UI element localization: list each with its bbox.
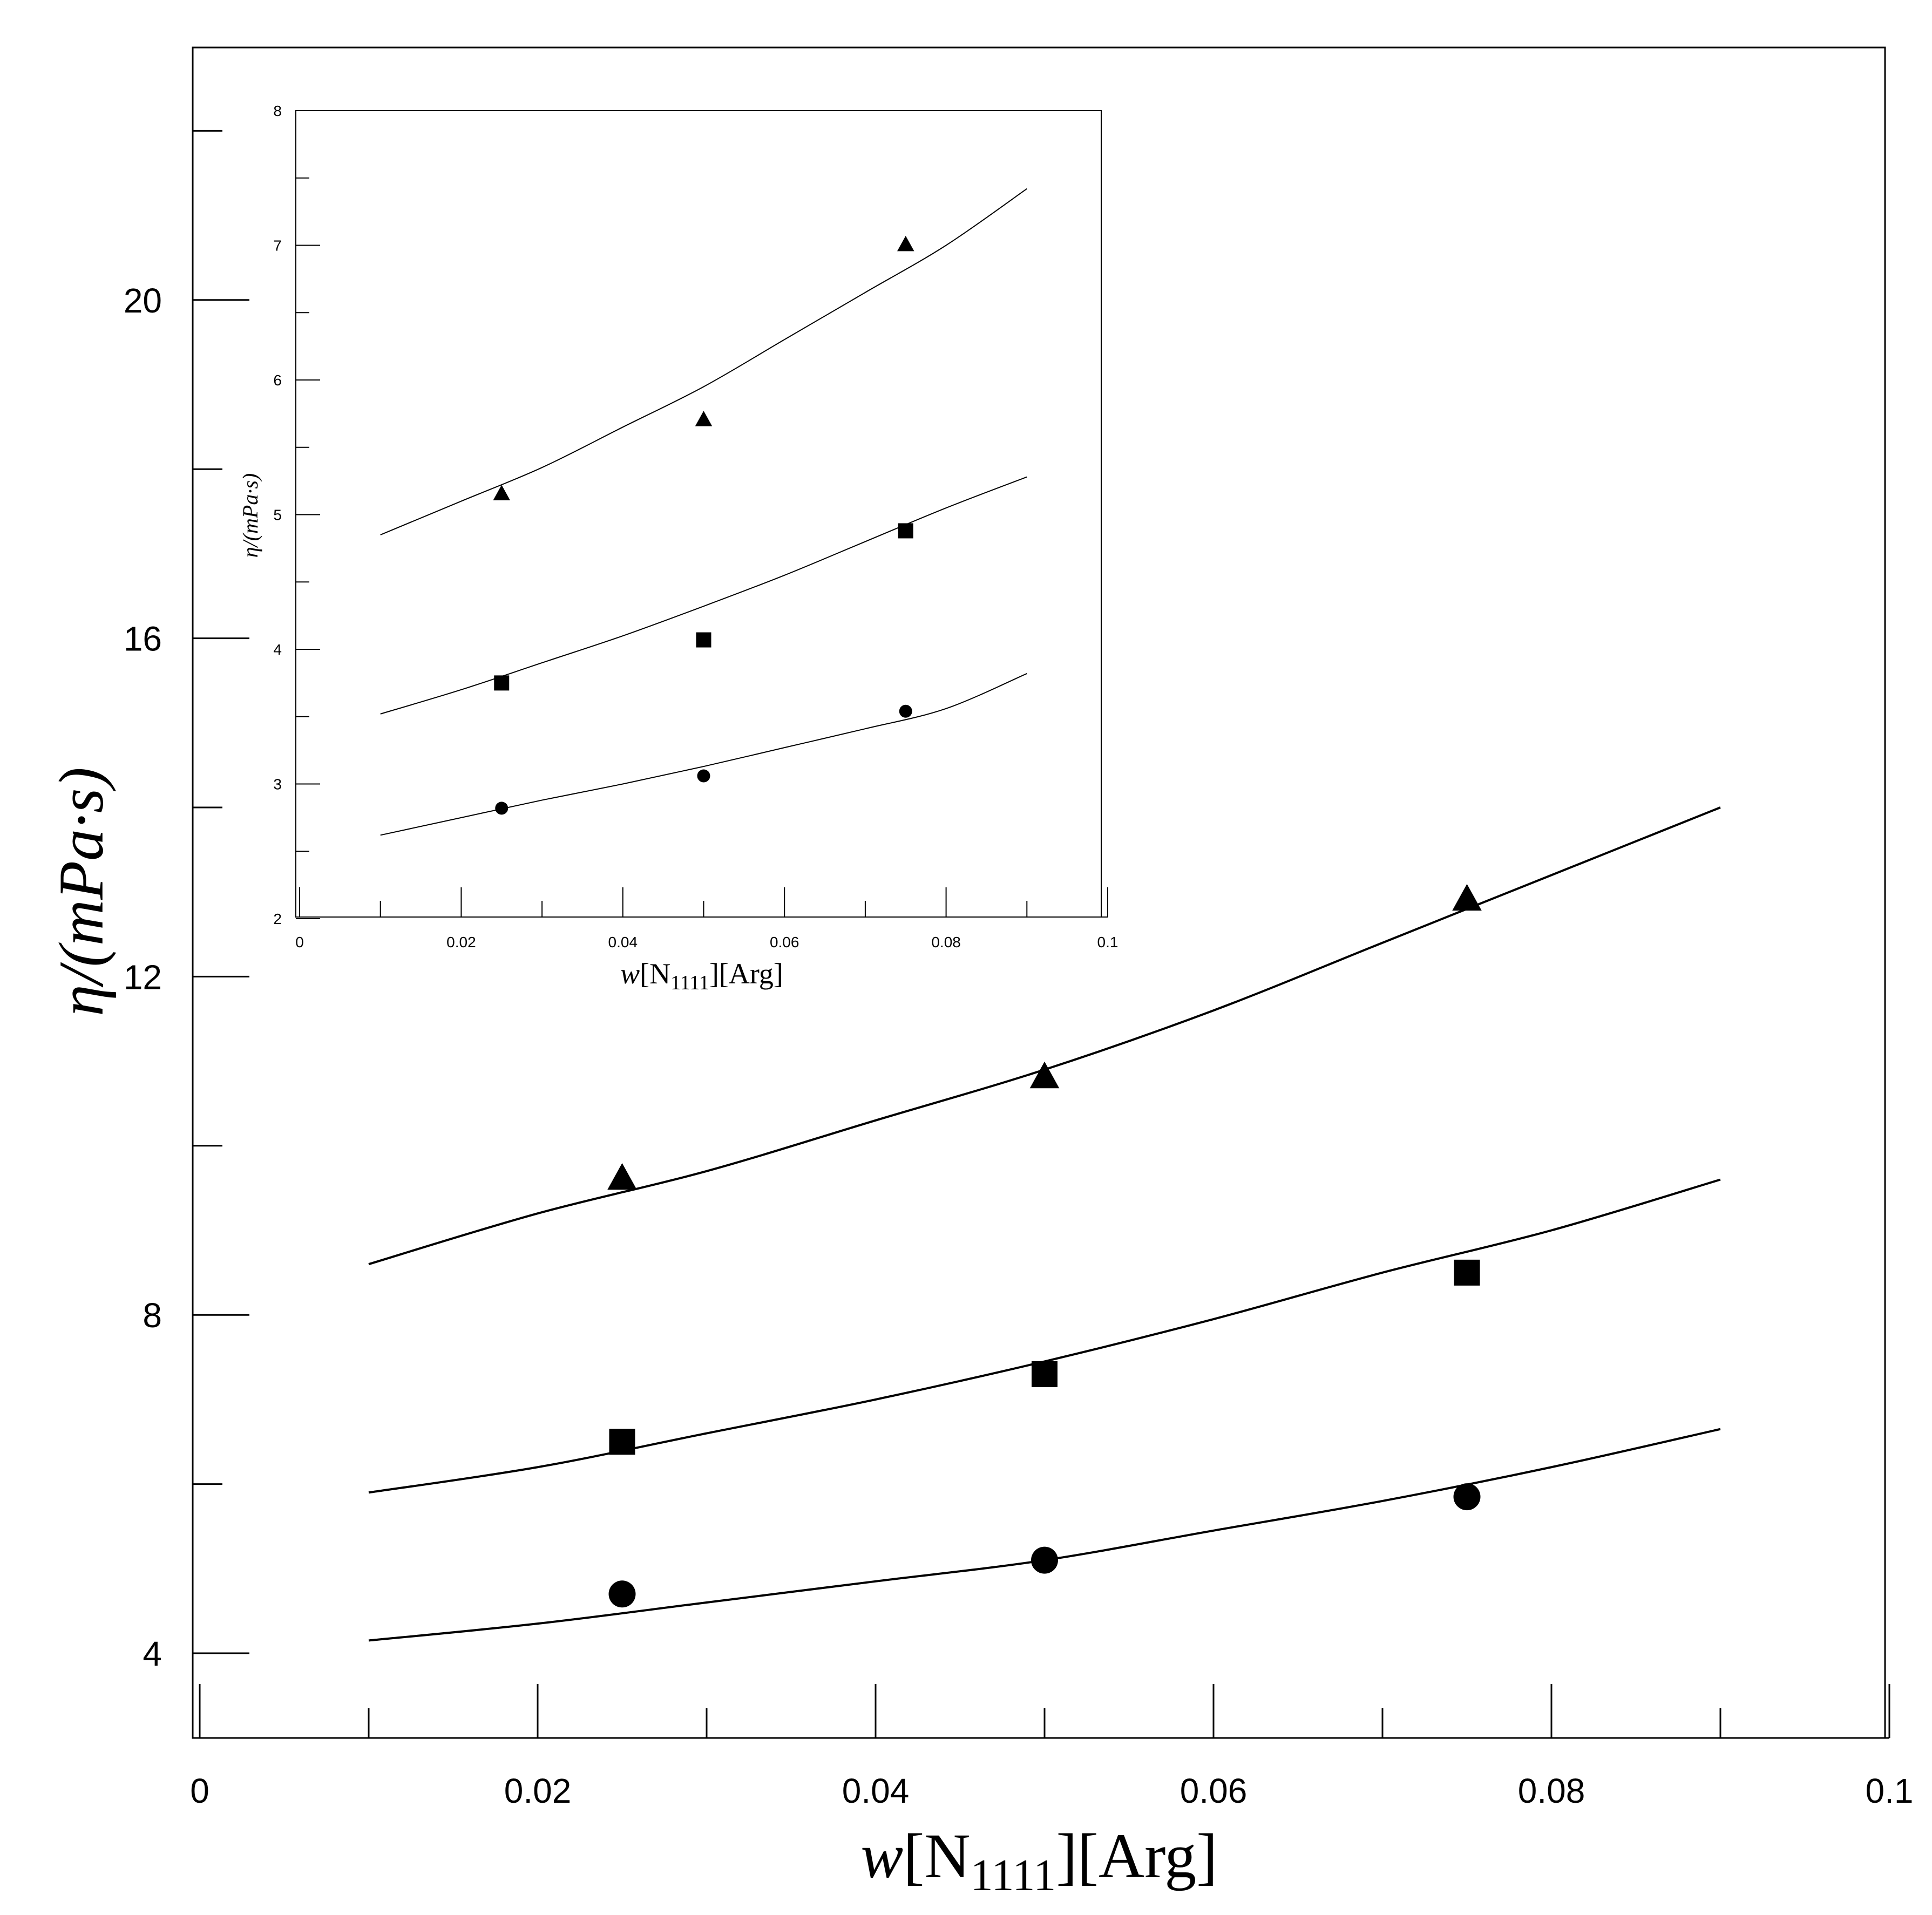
main-triangle-point — [1029, 1061, 1060, 1089]
main-y-tick-label: 4 — [143, 1634, 162, 1673]
inset-x-tick-label: 0.06 — [770, 934, 799, 950]
inset-y-axis-title: η/(mPa·s) — [238, 473, 262, 558]
y-title-eta: η — [46, 984, 117, 1016]
inset-plot-frame — [295, 110, 1102, 918]
inset-x-tick-label: 0.1 — [1097, 934, 1118, 950]
inset-square-point — [898, 523, 913, 539]
inset-triangle-point — [695, 411, 713, 426]
main-x-tick-label: 0.1 — [1866, 1771, 1914, 1810]
main-x-tick-label: 0.04 — [842, 1771, 910, 1810]
main-square-point — [609, 1429, 635, 1455]
main-y-axis-title: η/(mPa·s) — [46, 767, 117, 1016]
inset-square-fit-curve — [380, 476, 1027, 715]
inset-y-title-open: /( — [238, 532, 262, 548]
inset-triangle-fit-curve — [380, 188, 1027, 535]
inset-y-tick-label: 6 — [273, 372, 282, 389]
inset-y-tick-label: 8 — [273, 103, 282, 119]
x-title-w: w — [860, 1821, 903, 1891]
inset-x-title-w: w — [620, 958, 640, 990]
main-data-points — [607, 884, 1482, 1608]
inset-x-tick-label: 0.04 — [608, 934, 638, 950]
inset-y-title-close: ) — [238, 473, 262, 481]
inset-square-point — [696, 632, 711, 648]
inset-circle-point — [697, 769, 710, 783]
x-title-n: [N — [903, 1821, 971, 1891]
y-title-open: /( — [46, 942, 117, 988]
main-x-tick-label: 0 — [190, 1771, 209, 1810]
inset-circle-fit-curve — [380, 673, 1027, 836]
inset-fit-curves — [380, 188, 1027, 836]
y-title-pa: Pa — [46, 829, 117, 900]
inset-y-title-s: s — [238, 480, 262, 489]
main-y-tick-label: 20 — [124, 281, 162, 320]
inset-x-title-arg: [Arg] — [719, 958, 783, 990]
inset-y-axis: 2 3 4 5 6 7 8 — [273, 103, 320, 927]
inset-triangle-point — [493, 485, 510, 500]
main-x-axis-title: w[N1111][Arg] — [860, 1821, 1217, 1900]
x-title-bracket-close: ] — [1056, 1821, 1077, 1891]
inset-y-title-m: m — [238, 518, 262, 534]
inset-y-title-pa: Pa — [238, 494, 262, 519]
main-x-tick-label: 0.02 — [504, 1771, 572, 1810]
main-x-tick-label: 0.08 — [1518, 1771, 1585, 1810]
inset-x-tick-label: 0 — [295, 934, 304, 950]
inset-y-tick-label: 7 — [273, 237, 282, 254]
inset-y-tick-label: 5 — [273, 507, 282, 524]
y-title-m: m — [46, 900, 117, 946]
main-y-axis: 4 8 12 16 20 — [124, 130, 249, 1673]
y-title-close: ) — [46, 767, 117, 791]
inset-square-point — [494, 675, 510, 691]
inset-plot: 2 3 4 5 6 7 8 0 0.02 0.04 0.06 0.08 0.1 w[N1111][Ar… — [238, 103, 1118, 994]
inset-triangle-point — [897, 235, 914, 252]
inset-y-title-dot: · — [238, 489, 262, 494]
inset-y-title-eta: η — [238, 547, 262, 558]
inset-x-title-subscript: 1111 — [670, 972, 709, 994]
inset-x-axis-title: w[N1111][Arg] — [620, 958, 783, 994]
inset-x-title-n: [N — [640, 958, 670, 990]
main-x-tick-label: 0.06 — [1180, 1771, 1248, 1810]
x-title-arg: [Arg] — [1077, 1821, 1218, 1891]
inset-x-tick-label: 0.02 — [446, 934, 476, 950]
y-title-s: s — [46, 788, 117, 813]
inset-circle-point — [899, 704, 912, 718]
inset-y-tick-label: 3 — [273, 776, 282, 793]
inset-x-tick-label: 0.08 — [931, 934, 961, 950]
main-square-point — [1032, 1361, 1057, 1387]
main-y-tick-label: 8 — [143, 1296, 162, 1335]
y-title-dot: · — [46, 813, 117, 829]
inset-data-points — [493, 235, 914, 815]
main-x-axis: 0 0.02 0.04 0.06 0.08 0.1 — [190, 1684, 1913, 1810]
inset-y-tick-label: 2 — [273, 911, 282, 927]
inset-circle-point — [495, 802, 509, 815]
main-y-tick-label: 16 — [124, 620, 162, 658]
main-circle-point — [1453, 1483, 1481, 1511]
x-title-subscript: 1111 — [971, 1850, 1056, 1900]
main-square-point — [1454, 1259, 1480, 1286]
main-triangle-point — [607, 1163, 637, 1190]
main-circle-point — [608, 1580, 636, 1608]
inset-y-tick-label: 4 — [273, 641, 282, 658]
inset-x-axis: 0 0.02 0.04 0.06 0.08 0.1 — [295, 887, 1118, 950]
main-y-tick-label: 12 — [124, 958, 162, 996]
main-triangle-point — [1452, 884, 1482, 911]
main-circle-point — [1031, 1546, 1058, 1574]
inset-x-title-bracket-close: ] — [709, 958, 719, 990]
